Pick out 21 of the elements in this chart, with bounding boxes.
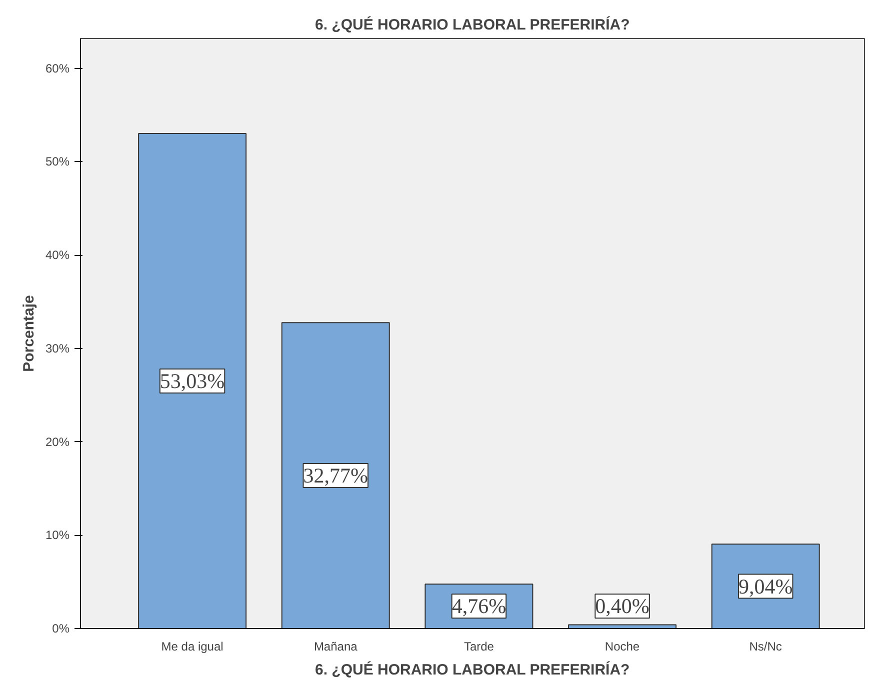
x-tick-label: Me da igual (161, 640, 224, 654)
x-tick-label: Noche (604, 640, 640, 654)
y-tick-label: 60% (45, 61, 70, 76)
data-label: 0,40% (595, 594, 650, 618)
x-tick-label: Tarde (464, 640, 494, 654)
y-tick-label: 20% (45, 434, 70, 449)
y-tick-label: 40% (45, 248, 70, 262)
x-axis-title: 6. ¿QUÉ HORARIO LABORAL PREFERIRÍA? (314, 660, 630, 678)
y-tick-label: 0% (52, 622, 70, 636)
x-tick-label: Ns/Nc (749, 640, 782, 654)
y-tick-label: 30% (45, 341, 70, 356)
y-axis-title: Porcentaje (20, 295, 38, 372)
data-label: 32,77% (303, 464, 368, 488)
x-tick-label: Mañana (314, 640, 358, 654)
chart-title: 6. ¿QUÉ HORARIO LABORAL PREFERIRÍA? (314, 16, 630, 34)
y-tick-label: 50% (45, 154, 70, 169)
y-tick-label: 10% (45, 528, 70, 542)
bar (281, 322, 390, 628)
bar (138, 132, 247, 628)
data-label: 53,03% (160, 368, 225, 393)
data-label: 9,04% (738, 574, 793, 598)
